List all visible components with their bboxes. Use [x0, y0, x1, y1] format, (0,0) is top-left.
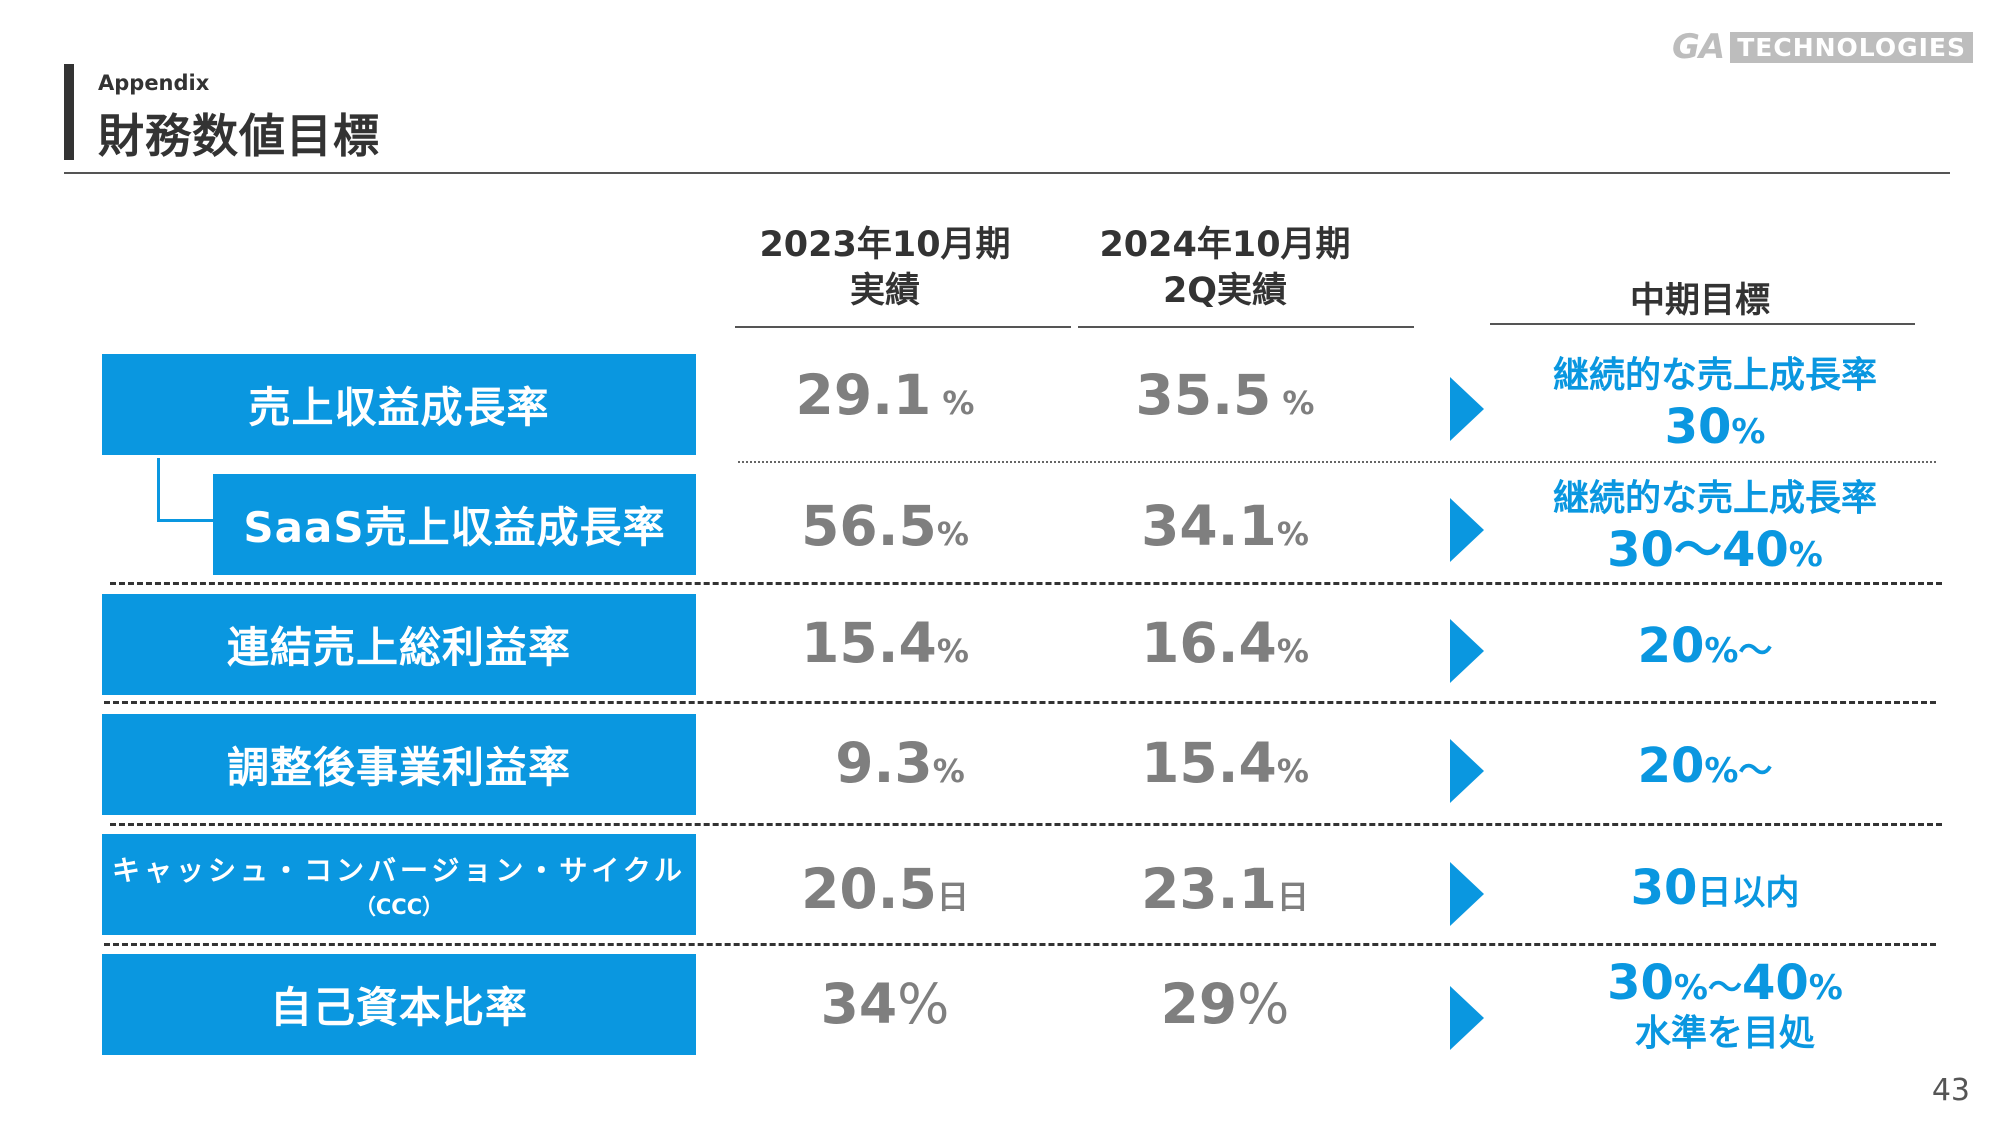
column-header-fy2023-line1: 2023年10月期	[759, 225, 1011, 265]
value-fy2024-revenue-growth: 35.5 %	[1135, 363, 1315, 427]
row-divider-dashed	[110, 582, 1942, 585]
value-fy2023-equity-ratio: 34%	[820, 972, 950, 1036]
arrow-right-icon	[1450, 377, 1484, 441]
logo-tech-text: TECHNOLOGIES	[1730, 31, 1973, 63]
target-equity-ratio: 30%～40% 水準を目処	[1515, 955, 1935, 1057]
value-fy2024-adjusted-operating-margin: 15.4%	[1141, 731, 1309, 795]
row-label-subtext: （CCC）	[354, 894, 444, 919]
company-logo: GA TECHNOLOGIES	[1671, 27, 1973, 67]
target-saas-growth: 継続的な売上成長率 30～40%	[1505, 476, 1925, 578]
row-label-text: 調整後事業利益率	[226, 743, 571, 792]
value-fy2024-equity-ratio: 29%	[1160, 972, 1290, 1036]
row-divider-dashed	[104, 943, 1936, 946]
row-label-text: 自己資本比率	[269, 983, 528, 1032]
value-fy2023-ccc: 20.5日	[801, 857, 969, 921]
column-underline-fy2023	[735, 326, 1071, 328]
column-underline-fy2024	[1078, 326, 1414, 328]
column-header-fy2024-line2: 2Q実績	[1162, 271, 1288, 311]
target-adjusted-operating-margin: 20%～	[1637, 738, 1773, 794]
row-label-text: SaaS売上収益成長率	[243, 503, 666, 552]
arrow-right-icon	[1450, 498, 1484, 562]
logo-ga-text: GA	[1671, 27, 1725, 67]
column-underline-target	[1490, 323, 1915, 325]
value-fy2023-revenue-growth: 29.1 %	[795, 363, 975, 427]
column-header-fy2024: 2024年10月期 2Q実績	[1075, 222, 1375, 314]
page-title: 財務数値目標	[98, 109, 380, 163]
page-number: 43	[1931, 1073, 1970, 1108]
sub-item-connector	[157, 458, 160, 521]
row-divider-dashed	[104, 701, 1936, 704]
target-gross-margin: 20%～	[1637, 618, 1773, 674]
header-divider	[64, 172, 1950, 174]
row-divider-dotted	[738, 461, 1936, 463]
row-label-text: 連結売上総利益率	[226, 623, 571, 672]
column-header-target: 中期目標	[1629, 281, 1770, 321]
column-header-fy2024-line1: 2024年10月期	[1099, 225, 1351, 265]
row-label-revenue-growth: 売上収益成長率	[102, 354, 696, 455]
value-fy2024-saas-growth: 34.1%	[1141, 494, 1309, 558]
arrow-right-icon	[1450, 986, 1484, 1050]
arrow-right-icon	[1450, 862, 1484, 926]
row-label-ccc: キャッシュ・コンバージョン・サイクル （CCC）	[102, 834, 696, 935]
row-label-equity-ratio: 自己資本比率	[102, 954, 696, 1055]
arrow-right-icon	[1450, 619, 1484, 683]
value-fy2024-ccc: 23.1日	[1141, 857, 1309, 921]
section-label: Appendix	[98, 71, 210, 95]
target-text: 継続的な売上成長率	[1552, 355, 1877, 396]
row-label-saas-growth: SaaS売上収益成長率	[213, 474, 696, 575]
row-label-adjusted-operating-margin: 調整後事業利益率	[102, 714, 696, 815]
target-text: 継続的な売上成長率	[1552, 478, 1877, 519]
value-fy2023-adjusted-operating-margin: 9.3%	[835, 731, 965, 795]
target-revenue-growth: 継続的な売上成長率 30%	[1505, 353, 1925, 455]
value-fy2023-saas-growth: 56.5%	[801, 494, 969, 558]
title-accent-bar	[64, 64, 74, 160]
column-header-fy2023: 2023年10月期 実績	[735, 222, 1035, 314]
row-divider-dashed	[110, 823, 1942, 826]
row-label-text: キャッシュ・コンバージョン・サイクル	[111, 853, 687, 887]
column-header-fy2023-line2: 実績	[849, 271, 920, 311]
sub-item-connector	[157, 519, 213, 522]
target-ccc: 30日以内	[1630, 860, 1800, 916]
row-label-gross-margin: 連結売上総利益率	[102, 594, 696, 695]
value-fy2023-gross-margin: 15.4%	[801, 611, 969, 675]
target-text: 水準を目処	[1634, 1013, 1815, 1054]
value-fy2024-gross-margin: 16.4%	[1141, 611, 1309, 675]
arrow-right-icon	[1450, 739, 1484, 803]
row-label-text: 売上収益成長率	[248, 383, 550, 432]
